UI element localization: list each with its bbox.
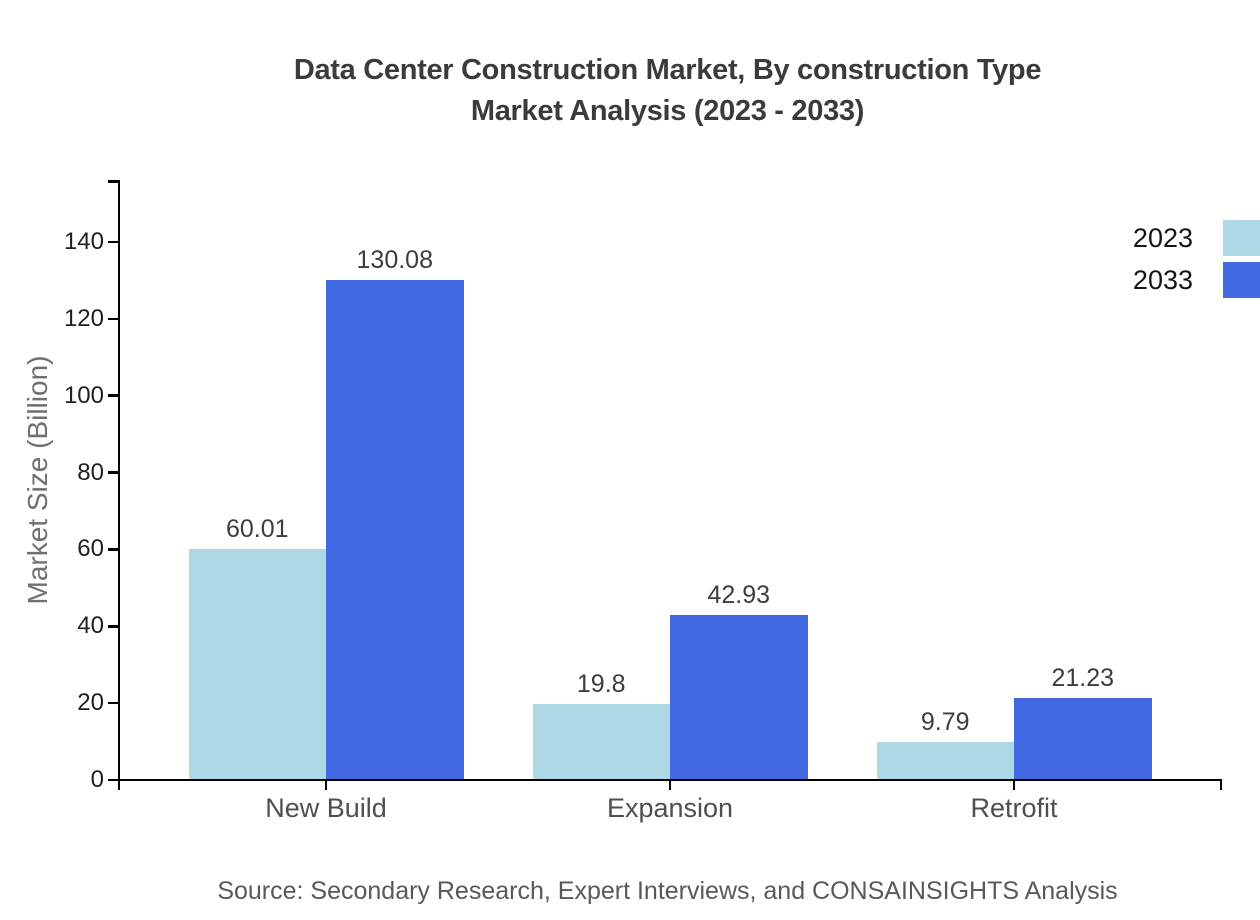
x-tick-mark [668, 780, 672, 790]
y-tick-label: 100 [63, 381, 104, 409]
y-tick-mark [108, 471, 118, 474]
y-tick-mark [108, 394, 118, 397]
bar-value-label: 19.8 [576, 669, 626, 698]
legend: 2023 2033 [1133, 220, 1260, 304]
chart-title: Data Center Construction Market, By cons… [110, 50, 1225, 132]
y-axis-end-cap [108, 180, 120, 183]
source-note: Source: Secondary Research, Expert Inter… [217, 877, 1118, 905]
bar-2033-expansion [670, 615, 808, 779]
x-category-label: Retrofit [970, 793, 1058, 823]
y-tick-label: 40 [77, 612, 104, 640]
x-category-label: Expansion [606, 793, 734, 823]
x-category-label: New Build [265, 793, 387, 823]
x-tick-mark [1012, 780, 1016, 790]
y-axis-spine [117, 180, 120, 790]
y-tick-mark [108, 778, 118, 782]
bar-2023-new-build [188, 549, 326, 779]
bar-2033-retrofit [1014, 698, 1152, 779]
x-tick-mark [324, 780, 328, 790]
y-tick-mark [108, 240, 118, 244]
y-tick-label: 60 [77, 535, 104, 563]
legend-label: 2023 [1132, 223, 1193, 253]
x-axis-spine [117, 778, 1222, 781]
y-tick-mark [108, 701, 118, 705]
legend-item-2033: 2033 [1133, 262, 1260, 298]
y-tick-mark [108, 317, 118, 321]
bar-2033-new-build [326, 280, 464, 779]
bar-value-label: 21.23 [1051, 664, 1115, 693]
y-tick-mark [108, 625, 118, 628]
legend-item-2023: 2023 [1133, 220, 1260, 256]
y-tick-label: 120 [63, 304, 104, 332]
bar-value-label: 42.93 [707, 581, 771, 610]
chart-title-line1: Data Center Construction Market, By cons… [293, 54, 1042, 86]
bar-value-label: 130.08 [356, 246, 433, 275]
y-tick-label: 20 [77, 689, 104, 717]
bar-value-label: 60.01 [225, 515, 289, 544]
bar-2023-retrofit [876, 742, 1014, 779]
x-axis-end-cap [1219, 778, 1222, 790]
y-tick-label: 80 [77, 458, 104, 486]
bar-value-label: 9.79 [920, 708, 970, 737]
legend-swatch-2023 [1223, 220, 1260, 256]
legend-swatch-2033 [1223, 262, 1260, 298]
y-tick-label: 0 [90, 766, 104, 793]
bar-2023-expansion [532, 703, 670, 779]
y-tick-label: 140 [63, 228, 104, 255]
legend-label: 2033 [1132, 265, 1193, 295]
y-tick-mark [108, 548, 118, 551]
chart-title-line2: Market Analysis (2023 - 2033) [470, 95, 865, 127]
